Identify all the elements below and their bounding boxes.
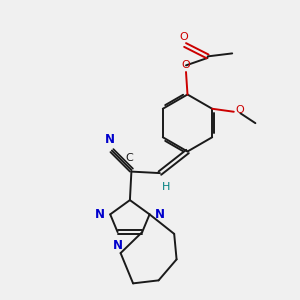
Text: N: N bbox=[155, 208, 165, 221]
Text: N: N bbox=[95, 208, 105, 221]
Text: N: N bbox=[104, 133, 115, 146]
Text: O: O bbox=[235, 105, 244, 115]
Text: O: O bbox=[182, 61, 190, 70]
Text: N: N bbox=[112, 239, 123, 252]
Text: H: H bbox=[162, 182, 170, 191]
Text: O: O bbox=[179, 32, 188, 42]
Text: C: C bbox=[126, 153, 134, 163]
